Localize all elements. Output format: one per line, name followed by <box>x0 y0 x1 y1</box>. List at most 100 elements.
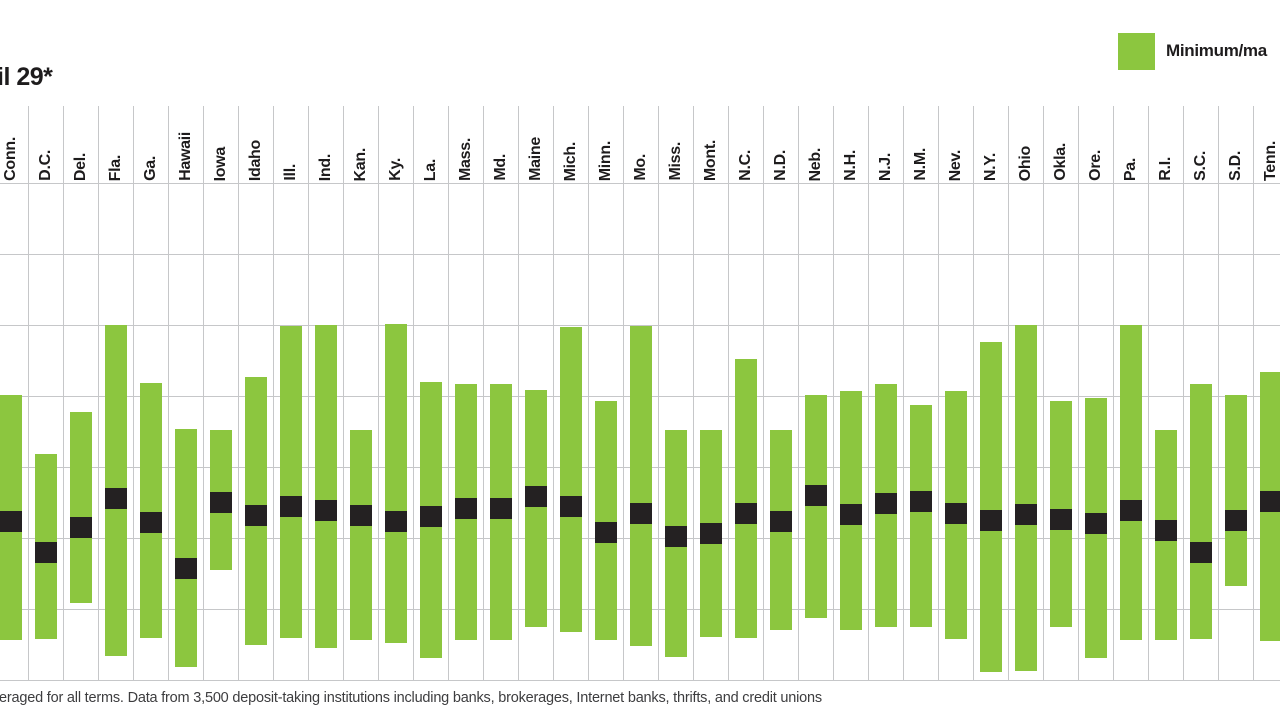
gridline-v <box>308 106 309 681</box>
median-marker-fla <box>104 487 127 509</box>
x-axis-label-conn: Conn. <box>1 137 19 181</box>
range-bar-del <box>69 412 92 604</box>
x-axis-label-mich: Mich. <box>561 141 579 181</box>
range-bar-sc <box>1189 383 1212 639</box>
median-marker-neb <box>804 484 827 506</box>
x-axis-label-ore: Ore. <box>1086 150 1104 181</box>
x-axis-label-nd: N.D. <box>771 150 789 181</box>
x-axis-label-idaho: Idaho <box>246 139 264 181</box>
x-axis-label-minn: Minn. <box>596 140 614 181</box>
x-axis-label-la: La. <box>421 158 439 181</box>
x-axis-label-tenn: Tenn. <box>1261 141 1279 181</box>
gridline-v <box>1043 106 1044 681</box>
gridline-v <box>203 106 204 681</box>
gridline-v <box>973 106 974 681</box>
x-axis-label-nm: N.M. <box>911 148 929 181</box>
x-axis-label-dc: D.C. <box>36 150 54 181</box>
x-axis-label-mo: Mo. <box>631 154 649 181</box>
range-bar-hawaii <box>174 428 197 668</box>
gridline-h <box>0 680 1280 681</box>
median-marker-ore <box>1084 513 1107 535</box>
range-bar-ind <box>314 325 337 649</box>
gridline-h <box>0 325 1280 326</box>
median-marker-iowa <box>209 492 232 513</box>
gridline-v <box>553 106 554 681</box>
gridline-v <box>413 106 414 681</box>
gridline-v <box>868 106 869 681</box>
gridline-v <box>1078 106 1079 681</box>
median-marker-sd <box>1224 509 1247 531</box>
x-axis-label-ky: Ky. <box>386 158 404 181</box>
gridline-v <box>1008 106 1009 681</box>
median-marker-maine <box>524 485 547 507</box>
gridline-v <box>483 106 484 681</box>
x-axis-label-sc: S.C. <box>1191 151 1209 181</box>
gridline-h <box>0 254 1280 255</box>
x-axis-label-hawaii: Hawaii <box>176 132 194 181</box>
median-marker-ga <box>139 511 162 533</box>
median-marker-del <box>69 516 92 538</box>
gridline-v <box>518 106 519 681</box>
gridline-v <box>728 106 729 681</box>
median-marker-pa <box>1119 499 1142 521</box>
x-axis-label-del: Del. <box>71 152 89 181</box>
median-marker-nh <box>839 504 862 526</box>
gridline-v <box>273 106 274 681</box>
range-bar-ga <box>139 383 162 639</box>
median-marker-ind <box>314 499 337 521</box>
legend-minmax-swatch <box>1118 33 1155 70</box>
x-axis-label-okla: Okla. <box>1051 143 1069 181</box>
median-marker-tenn <box>1259 490 1280 512</box>
range-bar-mich <box>559 327 582 632</box>
gridline-v <box>378 106 379 681</box>
median-marker-ny <box>979 510 1002 532</box>
median-marker-nm <box>909 491 932 513</box>
footnote: eraged for all terms. Data from 3,500 de… <box>0 690 822 706</box>
median-marker-miss <box>664 526 687 548</box>
range-bar-pa <box>1119 325 1142 641</box>
x-axis-label-fla: Fla. <box>106 154 124 181</box>
gridline-v <box>28 106 29 681</box>
x-axis-label-nj: N.J. <box>876 152 894 181</box>
range-bar-ny <box>979 342 1002 673</box>
median-marker-nd <box>769 511 792 533</box>
gridline-v <box>448 106 449 681</box>
range-bar-nc <box>734 359 757 639</box>
x-axis-label-nev: Nev. <box>946 149 964 181</box>
median-marker-nj <box>874 492 897 514</box>
gridline-v <box>588 106 589 681</box>
range-bar-minn <box>594 400 617 641</box>
chart-title-fragment: il 29* <box>0 63 53 91</box>
x-axis-label-ga: Ga. <box>141 156 159 181</box>
median-marker-okla <box>1049 509 1072 531</box>
median-marker-dc <box>34 542 57 564</box>
gridline-v <box>63 106 64 681</box>
x-axis-label-mont: Mont. <box>701 139 719 181</box>
x-axis-label-nh: N.H. <box>841 150 859 181</box>
gridline-v <box>833 106 834 681</box>
median-marker-mo <box>629 503 652 525</box>
median-marker-ri <box>1154 519 1177 541</box>
x-axis-label-ohio: Ohio <box>1016 145 1034 181</box>
median-marker-hawaii <box>174 558 197 580</box>
median-marker-conn <box>0 511 22 533</box>
median-marker-nev <box>944 503 967 525</box>
gridline-v <box>98 106 99 681</box>
gridline-v <box>903 106 904 681</box>
range-bar-nm <box>909 405 932 627</box>
median-marker-idaho <box>244 505 267 527</box>
range-bar-ky <box>384 324 407 644</box>
x-axis-label-neb: Neb. <box>806 147 824 181</box>
x-axis-label-ri: R.I. <box>1156 157 1174 181</box>
x-axis-label-pa: Pa. <box>1121 157 1139 181</box>
gridline-v <box>798 106 799 681</box>
range-bar-mo <box>629 325 652 646</box>
gridline-v <box>238 106 239 681</box>
x-axis-label-mass: Mass. <box>456 138 474 181</box>
median-marker-kan <box>349 504 372 526</box>
x-axis-label-ny: N.Y. <box>981 152 999 181</box>
median-marker-sc <box>1189 541 1212 563</box>
gridline-v <box>1218 106 1219 681</box>
x-axis-label-nc: N.C. <box>736 150 754 181</box>
